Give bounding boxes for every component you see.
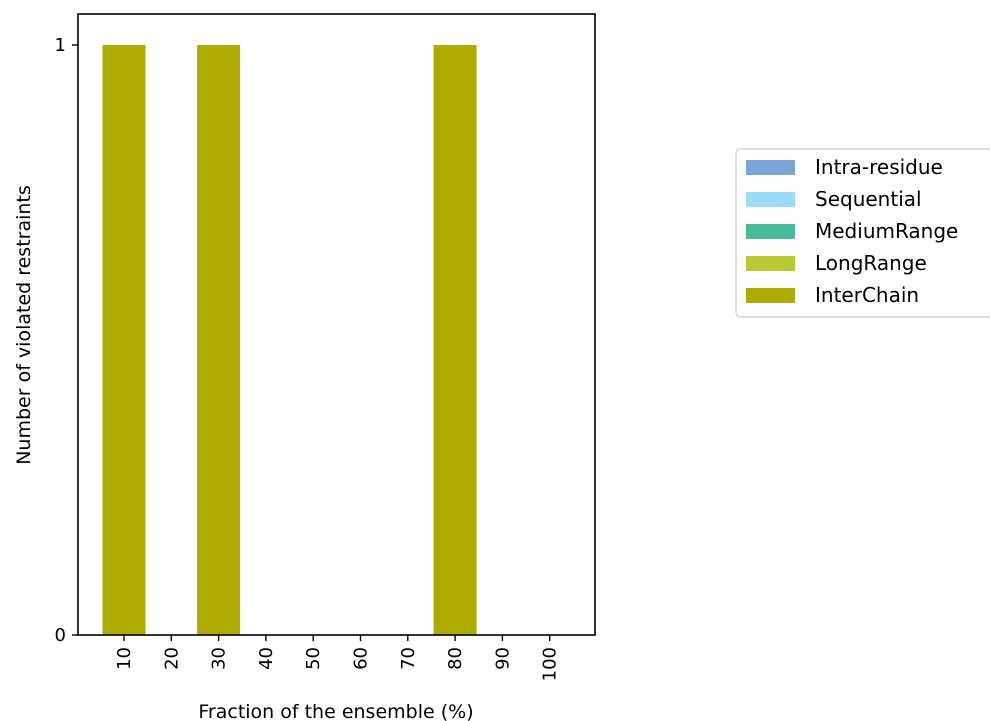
x-tick-label: 50 [303, 647, 324, 670]
x-tick-label: 80 [445, 647, 466, 670]
x-tick-label: 70 [398, 647, 419, 670]
plot-frame [77, 13, 596, 636]
legend: Intra-residue Sequential MediumRange LongRa… [735, 148, 990, 318]
plot-area [78, 14, 595, 635]
y-axis-title: Number of violated restraints [13, 185, 35, 465]
x-tick-label: 20 [161, 647, 182, 670]
legend-swatch-intra-residue [746, 160, 795, 175]
x-ticks-group: 10 20 30 40 50 60 70 80 90 100 [114, 635, 561, 681]
x-axis-title: Fraction of the ensemble (%) [198, 701, 473, 721]
legend-swatch-mediumrange [746, 224, 795, 239]
legend-label-intra-residue: Intra-residue [815, 155, 943, 179]
legend-swatch-interchain [746, 288, 795, 303]
x-tick-label: 40 [256, 647, 277, 670]
y-tick-label: 1 [55, 35, 66, 56]
legend-frame [735, 148, 990, 318]
bar-interchain-30 [197, 45, 241, 635]
legend-label-sequential: Sequential [815, 187, 922, 211]
x-tick-label: 100 [540, 647, 561, 681]
legend-swatch-longrange [746, 256, 795, 271]
x-tick-label: 10 [114, 647, 135, 670]
y-ticks-group: 01 [55, 35, 78, 646]
legend-label-longrange: LongRange [815, 251, 927, 275]
legend-label-mediumrange: MediumRange [815, 219, 958, 243]
legend-swatch-sequential [746, 192, 795, 207]
bar-interchain-80 [433, 45, 477, 635]
bars-group [102, 45, 477, 635]
x-tick-label: 30 [209, 647, 230, 670]
bar-interchain-10 [102, 45, 146, 635]
x-tick-label: 60 [351, 647, 372, 670]
y-tick-label: 0 [55, 625, 66, 646]
x-tick-label: 90 [492, 647, 513, 670]
legend-label-interchain: InterChain [815, 283, 919, 307]
